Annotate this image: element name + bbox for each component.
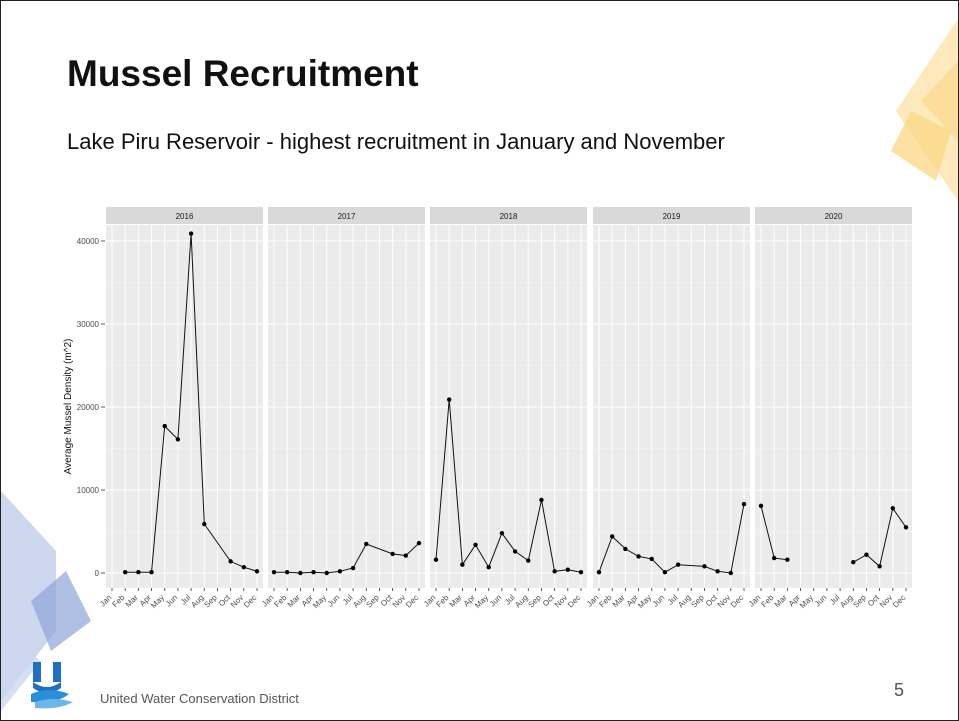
data-point: [149, 569, 154, 575]
panel-strip: [593, 207, 750, 224]
data-point: [446, 397, 452, 402]
decor-yellow-shapes: [891, 19, 958, 201]
x-tick-label: Dec: [729, 593, 745, 609]
data-point: [702, 564, 707, 569]
data-point: [486, 564, 491, 570]
data-point: [337, 569, 343, 574]
data-point: [512, 549, 518, 554]
x-tick-label: Dec: [242, 593, 258, 609]
panel-strip-label: 2018: [500, 212, 518, 221]
data-point: [623, 546, 628, 552]
y-tick-label: 30000: [77, 320, 100, 329]
data-point: [364, 541, 369, 547]
data-point: [473, 542, 478, 547]
data-point: [241, 564, 247, 570]
data-point: [728, 570, 734, 576]
data-point: [552, 569, 557, 574]
y-tick-label: 40000: [77, 237, 100, 246]
data-point: [175, 437, 181, 442]
panel-strip-label: 2017: [338, 212, 356, 221]
data-point: [162, 423, 167, 429]
data-point: [350, 565, 356, 571]
x-tick-label: Jun: [813, 593, 828, 608]
x-tick-label: Jan: [747, 593, 762, 608]
x-tick-label: Dec: [891, 593, 907, 609]
data-point: [284, 569, 290, 575]
data-point: [228, 559, 233, 564]
panel-strip: [755, 207, 912, 224]
data-point: [254, 569, 260, 574]
data-point: [890, 506, 896, 511]
data-point: [758, 503, 764, 508]
page-number: 5: [894, 680, 905, 700]
data-point: [539, 497, 544, 503]
data-point: [609, 534, 615, 539]
data-point: [578, 569, 584, 575]
data-point: [785, 557, 790, 562]
data-point: [851, 560, 856, 565]
y-tick-label: 10000: [77, 486, 100, 495]
data-point: [903, 525, 909, 530]
data-point: [662, 569, 668, 575]
data-point: [565, 567, 571, 572]
data-point: [771, 555, 777, 561]
footer-organization: United Water Conservation District: [100, 691, 299, 706]
mussel-density-chart: 0 10000 20000 30000 40000 Average Mussel Dens…: [63, 207, 912, 610]
y-axis-label: Average Mussel Density (m^2): [63, 339, 74, 475]
data-point: [433, 557, 439, 562]
data-point: [460, 562, 465, 567]
x-tick-label: Jan: [585, 593, 600, 608]
data-point: [324, 570, 329, 576]
data-point: [122, 569, 128, 575]
panel-strip: [268, 207, 425, 224]
data-point: [636, 554, 641, 559]
data-point: [526, 558, 531, 563]
data-point: [877, 564, 882, 569]
x-tick-label: Jan: [98, 593, 113, 608]
data-point: [311, 569, 316, 575]
x-tick-label: Jun: [164, 593, 179, 608]
data-point: [649, 556, 654, 562]
x-tick-label: Jun: [488, 593, 503, 608]
series-line: [125, 233, 258, 573]
district-logo-icon: [31, 662, 73, 709]
data-point: [741, 501, 747, 507]
data-point: [403, 553, 409, 558]
data-point: [416, 540, 422, 546]
data-point: [596, 569, 602, 575]
data-point: [715, 569, 720, 574]
x-tick-label: Jun: [326, 593, 341, 608]
panel-strip-label: 2016: [176, 212, 194, 221]
data-point: [136, 569, 141, 575]
slide-title: Mussel Recruitment: [67, 53, 419, 94]
decor-blue-shapes: [1, 491, 91, 711]
x-tick-label: Jan: [422, 593, 437, 608]
data-point: [864, 552, 869, 557]
panel-strip: [430, 207, 587, 224]
data-point: [499, 530, 505, 536]
data-point: [390, 551, 395, 557]
x-tick-label: Jun: [651, 593, 666, 608]
slide-subtitle: Lake Piru Reservoir - highest recruitmen…: [67, 129, 725, 154]
panel-strip-label: 2019: [663, 212, 681, 221]
data-point: [675, 562, 681, 567]
data-point: [271, 569, 277, 575]
data-point: [298, 570, 303, 576]
y-tick-label: 20000: [77, 403, 100, 412]
x-tick-label: Dec: [566, 593, 582, 609]
x-tick-label: Dec: [404, 593, 420, 609]
y-tick-label: 0: [95, 569, 100, 578]
panel-strip: [106, 207, 263, 224]
x-tick-label: Jan: [260, 593, 275, 608]
data-point: [202, 521, 207, 527]
panel-strip-label: 2020: [825, 212, 843, 221]
data-point: [188, 231, 194, 236]
